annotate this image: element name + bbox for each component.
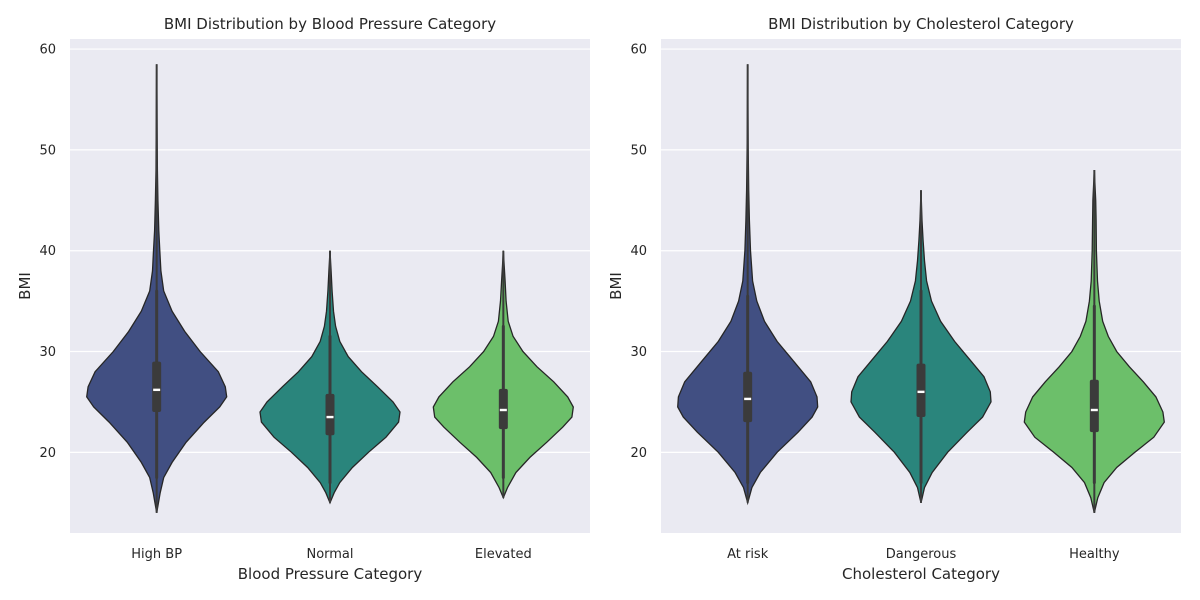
y-tick-label: 60 [630,43,647,58]
x-tick-label: At risk [727,547,769,562]
y-tick-label: 30 [39,345,56,360]
median-marker [917,390,925,394]
median-marker [1090,408,1098,412]
iqr-box [325,393,335,436]
chart-title: BMI Distribution by Blood Pressure Categ… [164,15,496,33]
y-axis-label: BMI [607,272,625,300]
median-marker [153,388,161,392]
median-marker [744,397,752,401]
iqr-box [743,371,753,423]
iqr-box [916,363,926,418]
x-tick-label: Dangerous [886,547,957,562]
y-tick-label: 50 [630,143,647,158]
y-axis-label: BMI [16,272,34,300]
y-tick-label: 40 [630,244,647,259]
y-tick-label: 20 [39,446,56,461]
x-tick-label: Elevated [475,547,532,562]
y-tick-label: 60 [39,43,56,58]
x-tick-label: Healthy [1069,547,1120,562]
y-tick-label: 40 [39,244,56,259]
median-marker [326,415,334,419]
chart-title: BMI Distribution by Cholesterol Category [768,15,1074,33]
y-tick-label: 50 [39,143,56,158]
x-axis-label: Cholesterol Category [842,565,1000,583]
iqr-box [152,361,162,413]
x-tick-label: High BP [131,547,182,562]
median-marker [499,408,507,412]
iqr-box [1089,379,1099,433]
x-tick-label: Normal [306,547,353,562]
x-axis-label: Blood Pressure Category [238,565,423,583]
y-tick-label: 20 [630,446,647,461]
y-tick-label: 30 [630,345,647,360]
